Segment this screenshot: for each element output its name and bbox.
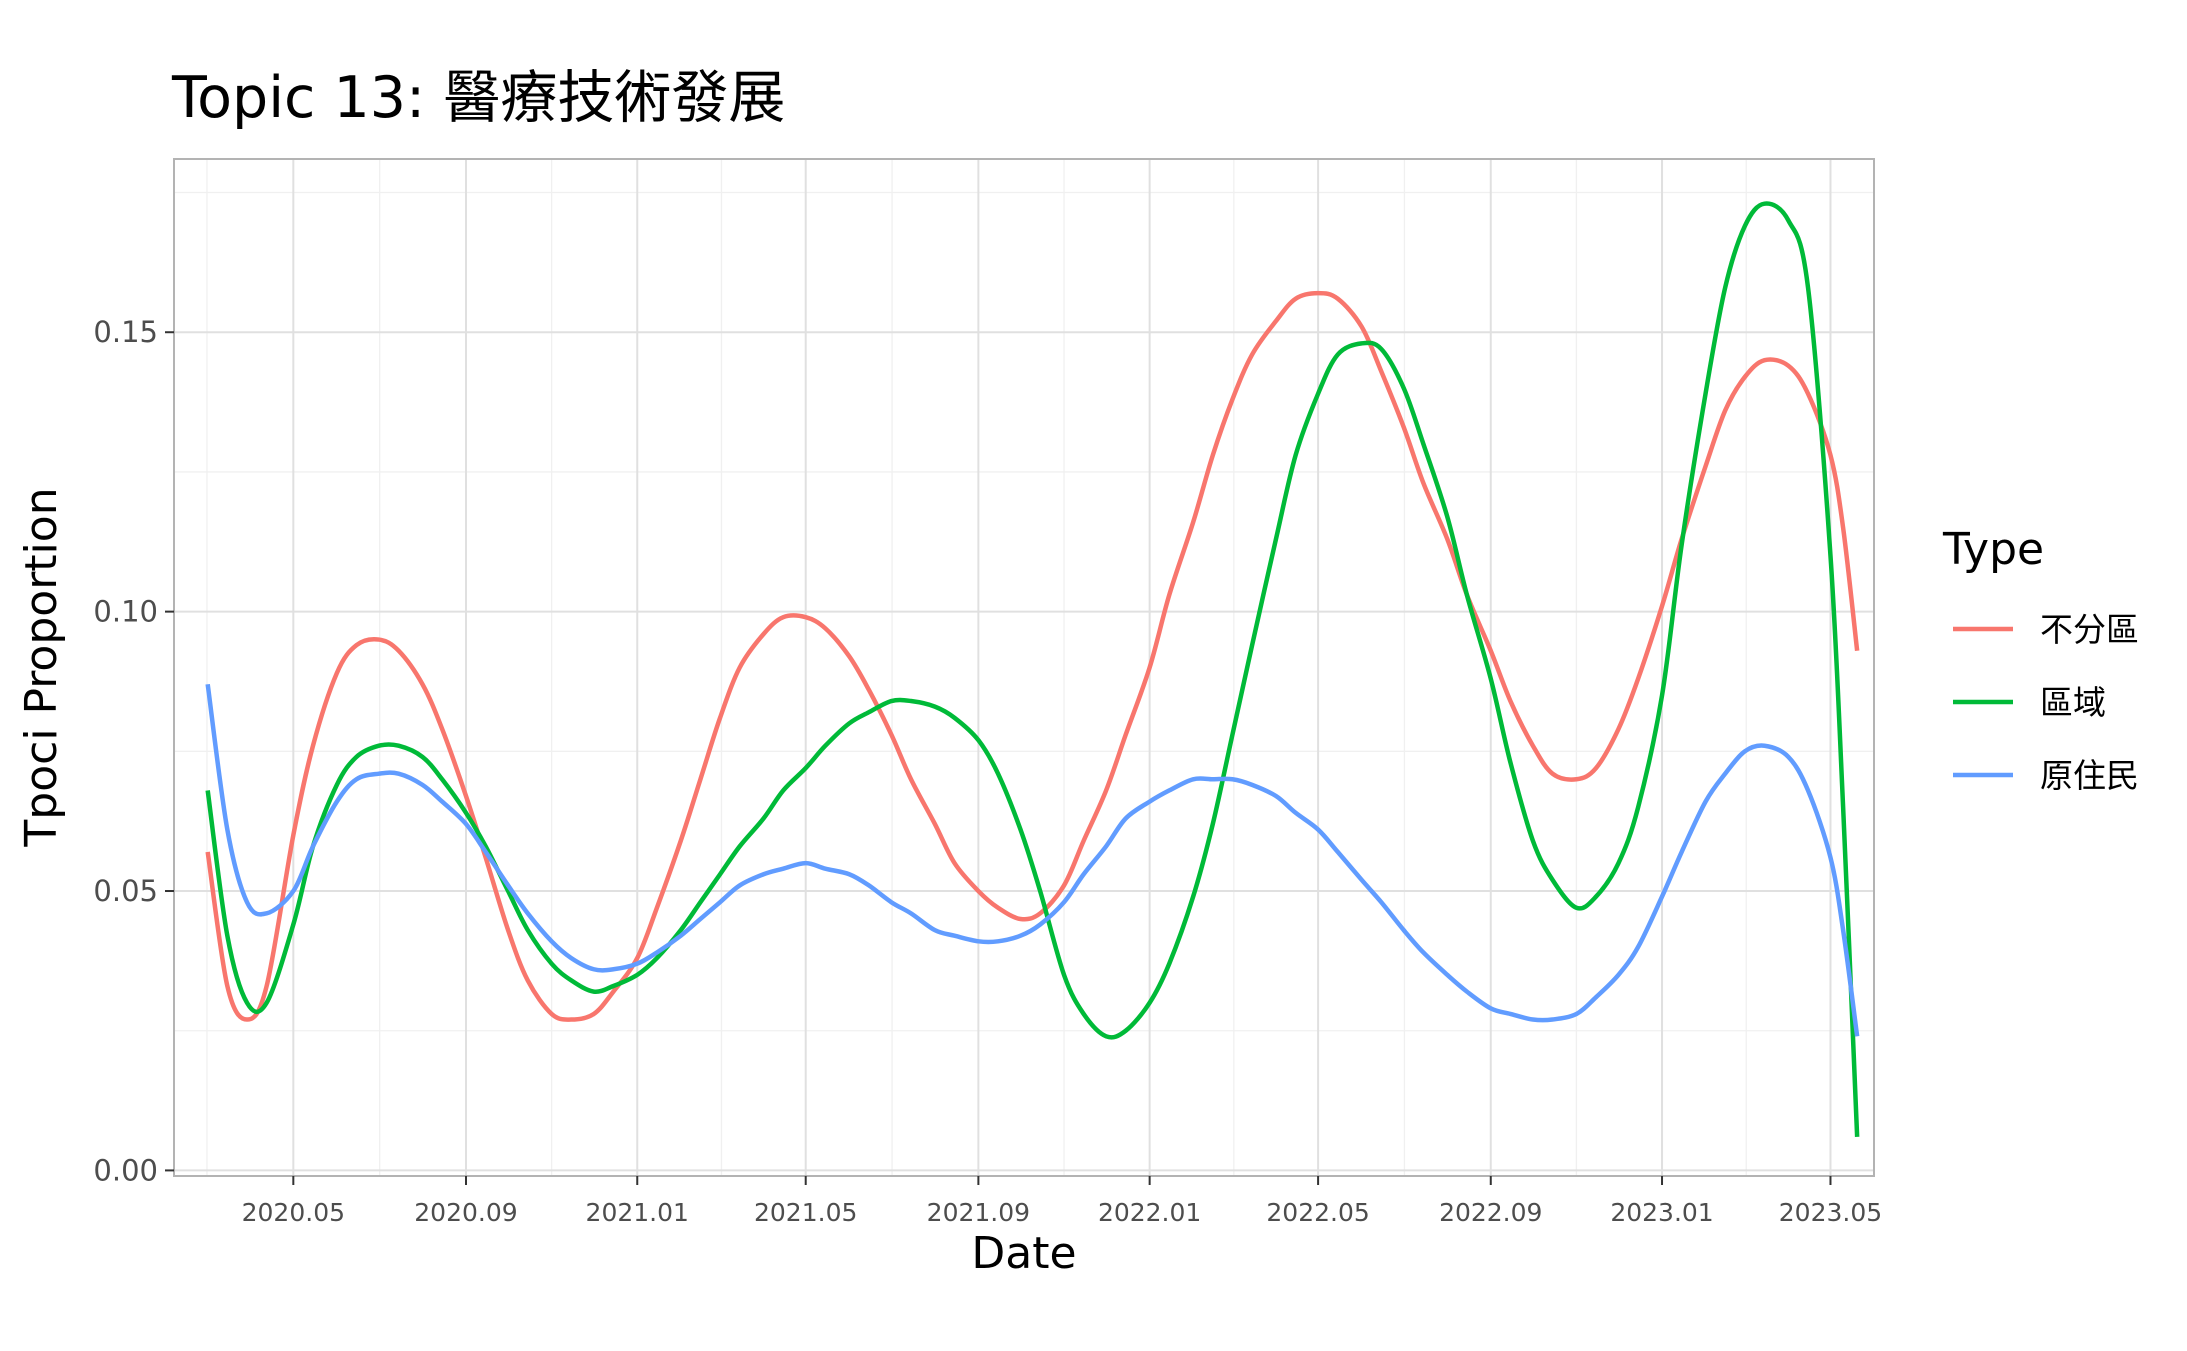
- series-line-1: [205, 290, 1860, 1022]
- y-tick-label: 0.05: [93, 874, 158, 908]
- grid-minor: [174, 159, 1874, 1176]
- y-tick-label: 0.00: [93, 1153, 158, 1187]
- x-tick-label: 2023.01: [1610, 1198, 1713, 1227]
- x-axis-title: Date: [971, 1228, 1076, 1279]
- series-line-3: [205, 683, 1860, 1037]
- x-tick-label: 2022.01: [1098, 1198, 1201, 1227]
- plot-panel: [174, 159, 1874, 1176]
- x-tick-label: 2021.09: [927, 1198, 1030, 1227]
- x-tick-labels: 2020.05 2020.09 2021.01 2021.05 2021.09 2022.…: [242, 1198, 1883, 1227]
- chart-title: Topic 13: 醫療技術發展: [171, 65, 785, 131]
- y-tick-labels: 0.00 0.05 0.10 0.15: [93, 315, 158, 1187]
- series-layer: [205, 201, 1860, 1137]
- y-tick-label: 0.10: [93, 595, 158, 629]
- legend-label-1: 不分區: [2040, 610, 2139, 649]
- plot-border: [173, 158, 1875, 1177]
- legend-label-2: 區域: [2040, 683, 2106, 722]
- axis-ticks: [165, 331, 1832, 1185]
- legend-title: Type: [1942, 524, 2044, 575]
- x-tick-label: 2022.05: [1266, 1198, 1369, 1227]
- x-tick-label: 2020.05: [242, 1198, 345, 1227]
- x-tick-label: 2023.05: [1779, 1198, 1882, 1227]
- x-tick-label: 2021.05: [754, 1198, 857, 1227]
- x-tick-label: 2020.09: [414, 1198, 517, 1227]
- y-tick-label: 0.15: [93, 315, 158, 349]
- y-axis-title: Tpoci Proportion: [16, 487, 67, 847]
- legend-label-3: 原住民: [2040, 756, 2139, 795]
- x-tick-label: 2021.01: [586, 1198, 689, 1227]
- x-tick-label: 2022.09: [1439, 1198, 1542, 1227]
